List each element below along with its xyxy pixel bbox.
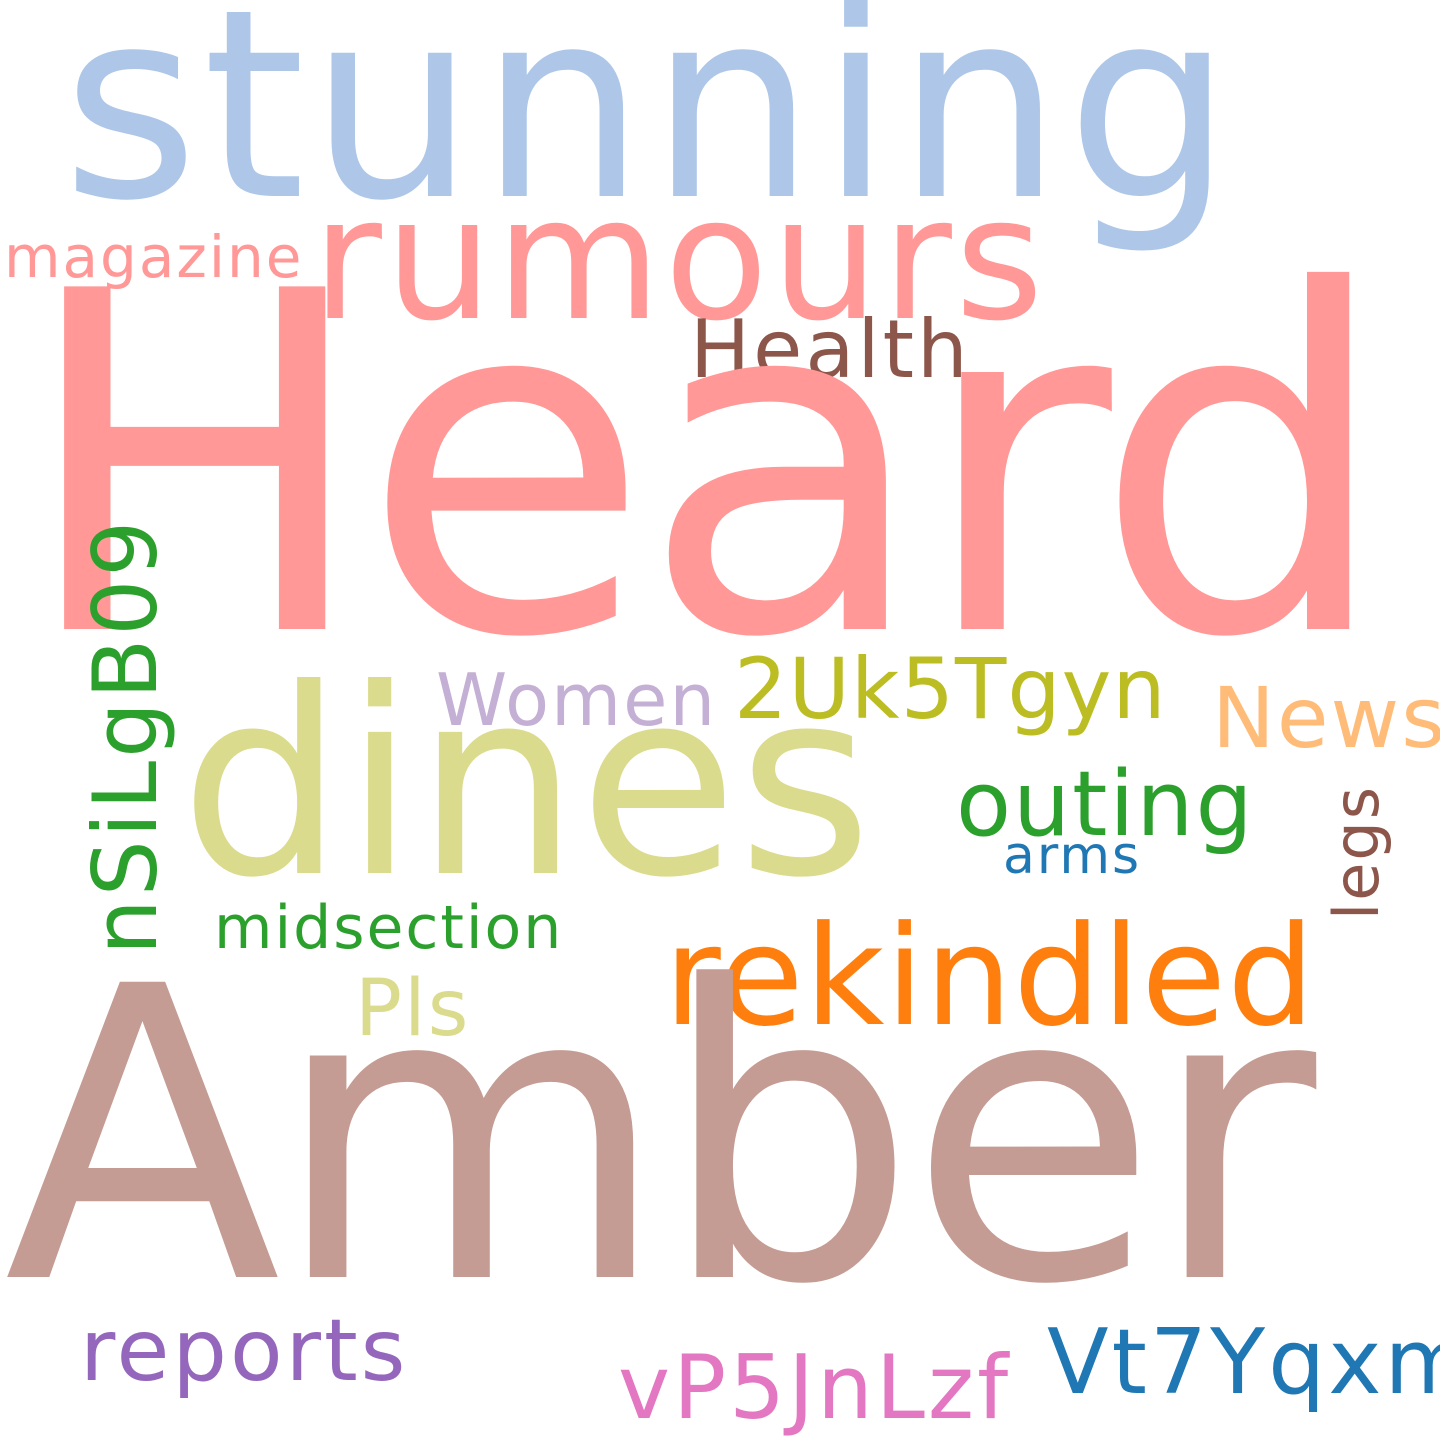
word-news: News [1212,669,1440,767]
word-dines: dines [180,634,873,934]
word-arms: arms [1003,826,1142,886]
word-outing: outing [956,752,1255,857]
word-2uk5tgyn: 2Uk5Tgyn [734,640,1167,738]
word-rumours: rumours [312,161,1047,359]
word-amber: Amber [4,901,1316,1373]
word-vp5jnlzf: vP5JnLzf [618,1336,1012,1439]
word-nsilgb09: nSiLgB09 [74,517,177,955]
word-pls: Pls [355,964,471,1054]
word-women: Women [436,658,718,742]
word-heard: Heard [18,193,1392,740]
word-magazine: magazine [4,223,304,291]
word-legs: legs [1320,784,1393,920]
word-stunning: stunning [62,0,1237,258]
word-rekindled: rekindled [664,896,1316,1057]
word-vt7yqxm6: Vt7Yqxm6 [1047,1310,1440,1415]
word-health: Health [690,303,971,396]
word-reports: reports [80,1301,409,1401]
word-midsection: midsection [214,893,564,963]
